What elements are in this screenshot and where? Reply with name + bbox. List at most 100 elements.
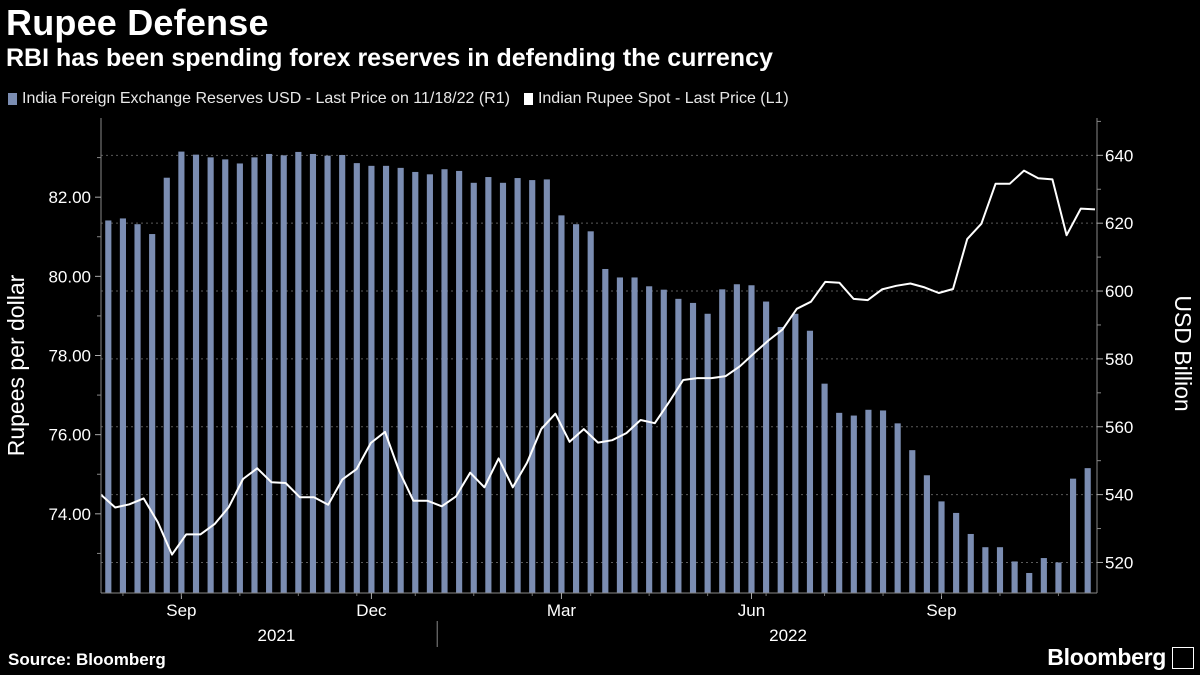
reserves-bar: [543, 179, 550, 594]
reserves-bar: [514, 178, 521, 593]
reserves-bar: [894, 423, 901, 593]
reserves-bar: [689, 302, 697, 593]
reserves-bar: [105, 220, 112, 593]
reserves-bar: [207, 157, 214, 593]
reserves-bar: [646, 286, 653, 593]
reserves-bar: [923, 475, 930, 593]
reserves-bar: [1011, 561, 1018, 593]
reserves-bar: [821, 383, 828, 593]
reserves-bar: [456, 170, 463, 593]
bloomberg-terminal-icon: [1172, 647, 1194, 669]
legend-label-reserves: India Foreign Exchange Reserves USD - La…: [22, 90, 510, 107]
left-tick-label: 82.00: [48, 188, 91, 207]
reserves-bar: [1055, 562, 1062, 593]
x-year-label: 2021: [257, 626, 295, 645]
reserves-bar: [982, 547, 989, 593]
left-tick-label: 74.00: [48, 505, 91, 524]
reserves-bar: [470, 182, 477, 593]
legend-label-rupee: Indian Rupee Spot - Last Price (L1): [537, 90, 789, 107]
reserves-bar: [996, 547, 1004, 593]
legend-swatch-rupee: [523, 93, 533, 105]
reserves-bar: [573, 224, 580, 594]
reserves-bar: [675, 298, 682, 593]
right-tick-label: 620: [1105, 214, 1133, 233]
right-tick-label: 560: [1105, 418, 1133, 437]
reserves-bar: [309, 153, 317, 593]
reserves-bar: [266, 153, 273, 593]
left-tick-label: 76.00: [48, 426, 91, 445]
reserves-bar: [368, 165, 375, 593]
reserves-bar: [295, 151, 302, 593]
reserves-bar: [397, 167, 404, 593]
reserves-bar: [748, 285, 755, 593]
reserves-bar: [733, 284, 740, 593]
right-tick-label: 520: [1105, 553, 1133, 572]
reserves-bar: [1084, 468, 1091, 593]
x-month-label: Mar: [547, 601, 577, 620]
right-tick-label: 580: [1105, 350, 1133, 369]
reserves-bar: [324, 155, 331, 594]
legend-item-rupee: Indian Rupee Spot - Last Price (L1): [523, 90, 789, 108]
chart-legend: India Foreign Exchange Reserves USD - La…: [8, 90, 803, 108]
reserves-bar: [602, 268, 609, 593]
legend-item-reserves: India Foreign Exchange Reserves USD - La…: [8, 90, 510, 108]
reserves-bar: [631, 277, 638, 593]
x-month-label: Dec: [356, 601, 387, 620]
reserves-bar: [280, 155, 287, 594]
reserves-bar: [339, 154, 346, 593]
reserves-bar: [792, 313, 799, 593]
left-tick-label: 78.00: [48, 347, 91, 366]
reserves-bar: [412, 171, 419, 594]
reserves-bar: [704, 313, 711, 593]
reserves-bar: [850, 415, 857, 593]
reserves-bar: [134, 224, 141, 594]
reserves-bar: [777, 327, 784, 593]
reserves-bar: [382, 165, 390, 593]
reserves-bar: [441, 169, 448, 593]
reserves-bar: [163, 177, 170, 593]
reserves-bar: [1026, 572, 1033, 593]
left-axis-title: Rupees per dollar: [3, 274, 29, 456]
chart-title: Rupee Defense: [6, 2, 269, 43]
reserves-bar: [558, 215, 565, 593]
reserves-bar: [236, 163, 243, 593]
reserves-bar: [806, 330, 814, 593]
reserves-bar: [953, 512, 960, 593]
legend-swatch-reserves: [8, 93, 17, 105]
reserves-bar: [909, 450, 916, 593]
x-month-label: Sep: [166, 601, 196, 620]
reserves-bar: [426, 174, 433, 594]
reserves-bar: [660, 289, 667, 593]
x-month-label: Sep: [926, 601, 956, 620]
reserves-bar: [353, 163, 360, 593]
bloomberg-logo: Bloomberg: [1047, 644, 1166, 670]
reserves-bar: [499, 182, 507, 593]
reserves-bar: [763, 301, 770, 593]
reserves-bar: [222, 159, 229, 593]
right-tick-label: 600: [1105, 282, 1133, 301]
reserves-bar: [149, 234, 156, 594]
right-tick-label: 540: [1105, 486, 1133, 505]
reserves-bar: [529, 180, 536, 593]
x-month-label: Jun: [738, 601, 765, 620]
chart-subtitle: RBI has been spending forex reserves in …: [6, 44, 773, 72]
reserves-bar: [192, 154, 200, 593]
reserves-bar: [938, 501, 945, 593]
reserves-bar: [879, 410, 887, 593]
reserves-bar: [967, 533, 974, 593]
right-axis-title: USD Billion: [1170, 295, 1196, 411]
x-year-label: 2022: [769, 626, 807, 645]
right-tick-label: 640: [1105, 146, 1133, 165]
reserves-bar: [587, 231, 594, 594]
reserves-bar: [178, 151, 185, 593]
source-note: Source: Bloomberg: [8, 650, 166, 669]
left-tick-label: 80.00: [48, 267, 91, 286]
reserves-bar: [1070, 478, 1077, 593]
rupee-spot-line: [100, 169, 1096, 556]
reserves-bar: [836, 412, 843, 593]
reserves-bar: [485, 177, 492, 594]
reserves-bar: [865, 409, 872, 593]
reserves-bar: [719, 289, 726, 593]
reserves-bar: [119, 218, 126, 593]
